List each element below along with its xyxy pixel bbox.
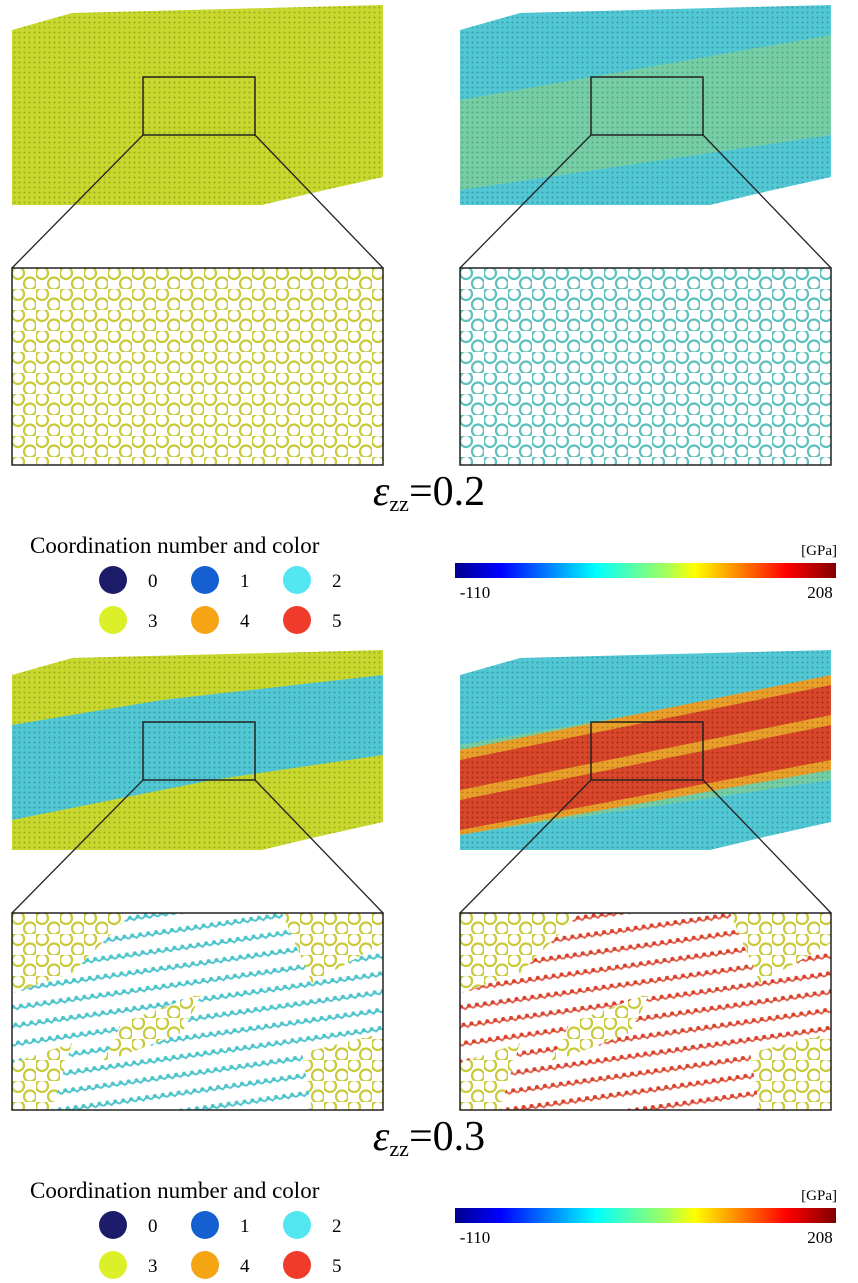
strain-symbol: ε	[373, 469, 390, 515]
tube-clip	[460, 650, 831, 850]
legend-swatch	[99, 606, 127, 634]
colorbar-unit: [GPa]	[801, 543, 837, 559]
legend-label: 2	[332, 1216, 342, 1237]
legend-swatch	[191, 566, 219, 594]
legend-swatch	[283, 1251, 311, 1279]
tube-image	[460, 650, 831, 850]
colorbar-max: 208	[807, 583, 833, 602]
tube-clip	[12, 650, 383, 850]
colorbar-min: -110	[460, 583, 491, 602]
colorbar-min: -110	[460, 1228, 491, 1247]
legend-label: 3	[148, 611, 158, 632]
legend-swatch	[283, 1211, 311, 1239]
tube-image	[12, 5, 383, 205]
tube-clip	[460, 5, 831, 205]
tube-image	[12, 650, 383, 850]
legend-label: 1	[240, 1216, 250, 1237]
lattice	[12, 268, 383, 465]
zoom-clip	[460, 268, 831, 465]
zoom-image	[460, 268, 831, 465]
panel: εzz=0.3 Coordination number and color 0 1 2 3…	[12, 650, 837, 1279]
legend-label: 2	[332, 571, 342, 592]
legend-label: 5	[332, 1256, 342, 1277]
legend-label: 5	[332, 611, 342, 632]
strain-label: εzz=0.2	[373, 469, 485, 516]
colorbar	[455, 563, 836, 578]
legend-label: 4	[240, 611, 250, 632]
strain-subscript: zz	[389, 1136, 409, 1161]
legend-swatch	[283, 566, 311, 594]
zoom-clip	[12, 268, 383, 465]
strain-symbol: ε	[373, 1114, 390, 1160]
figure: εzz=0.2Coordination number and color0123…	[0, 0, 858, 1283]
legend-swatch	[99, 1211, 127, 1239]
strain-label: εzz=0.3	[373, 1114, 485, 1161]
strain-value: =0.2	[409, 469, 485, 515]
legend-label: 3	[148, 1256, 158, 1277]
zoom-image	[12, 268, 383, 465]
legend-label: 0	[148, 571, 158, 592]
tube-image	[460, 5, 831, 205]
legend-label: 1	[240, 571, 250, 592]
legend-swatch	[283, 606, 311, 634]
legend-title: Coordination number and color	[30, 1178, 320, 1203]
legend-title: Coordination number and color	[30, 533, 320, 558]
strain-subscript: zz	[389, 491, 409, 516]
lattice	[460, 268, 831, 465]
legend-label: 4	[240, 1256, 250, 1277]
legend-label: 0	[148, 1216, 158, 1237]
zoom-image	[460, 913, 831, 1110]
colorbar-max: 208	[807, 1228, 833, 1247]
legend-swatch	[191, 1251, 219, 1279]
legend-swatch	[191, 606, 219, 634]
zoom-clip	[460, 913, 831, 1110]
zoom-image	[12, 913, 383, 1110]
strain-value: =0.3	[409, 1114, 485, 1160]
zoom-clip	[12, 913, 383, 1110]
panel: εzz=0.2 Coordination number and color 0 1 2 3…	[12, 5, 837, 634]
tube-base	[12, 5, 383, 205]
legend-swatch	[99, 566, 127, 594]
legend-swatch	[99, 1251, 127, 1279]
colorbar	[455, 1208, 836, 1223]
colorbar-unit: [GPa]	[801, 1188, 837, 1204]
tube-clip	[12, 5, 383, 205]
legend-swatch	[191, 1211, 219, 1239]
